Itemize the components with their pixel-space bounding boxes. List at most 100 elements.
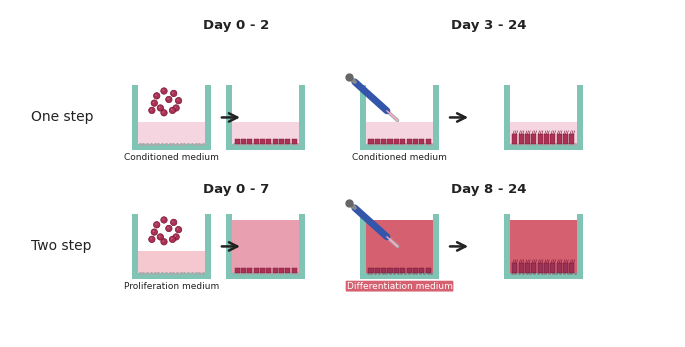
Bar <box>299 214 306 279</box>
Bar <box>381 139 386 144</box>
Bar <box>234 139 240 144</box>
Circle shape <box>175 107 176 108</box>
Circle shape <box>175 98 182 104</box>
Bar <box>425 139 431 144</box>
Circle shape <box>162 219 164 220</box>
Bar <box>375 139 380 144</box>
Circle shape <box>153 230 154 232</box>
Bar <box>266 268 271 273</box>
Circle shape <box>151 229 158 235</box>
Circle shape <box>177 99 179 101</box>
Bar <box>400 268 406 273</box>
Bar <box>232 220 299 273</box>
Bar <box>360 85 366 150</box>
Circle shape <box>157 234 164 240</box>
Circle shape <box>169 236 175 243</box>
Bar <box>132 85 211 150</box>
Bar <box>132 214 138 279</box>
Circle shape <box>172 92 174 93</box>
Circle shape <box>159 107 160 108</box>
Text: Proliferation medium: Proliferation medium <box>124 282 219 291</box>
Text: Day 8 - 24: Day 8 - 24 <box>451 183 527 196</box>
Circle shape <box>162 111 164 113</box>
Bar <box>138 251 205 273</box>
Circle shape <box>175 227 182 233</box>
Bar <box>519 263 524 273</box>
Text: Conditioned medium: Conditioned medium <box>124 153 219 162</box>
Bar <box>503 214 510 279</box>
Bar <box>532 134 536 144</box>
Circle shape <box>149 107 155 113</box>
Bar <box>285 139 290 144</box>
Bar <box>563 263 568 273</box>
Bar <box>241 139 246 144</box>
Bar <box>132 273 211 279</box>
Circle shape <box>175 235 176 237</box>
Bar <box>132 214 211 279</box>
Circle shape <box>161 239 167 245</box>
Bar <box>503 85 510 150</box>
Bar <box>205 85 211 150</box>
Circle shape <box>172 221 174 222</box>
Circle shape <box>157 105 164 111</box>
Bar <box>532 263 536 273</box>
Circle shape <box>171 219 177 226</box>
Bar <box>413 268 418 273</box>
Bar <box>366 220 434 273</box>
Bar <box>234 268 240 273</box>
Bar <box>205 214 211 279</box>
Circle shape <box>167 227 169 228</box>
Bar <box>434 214 439 279</box>
Bar <box>503 85 583 150</box>
Circle shape <box>171 90 177 96</box>
Bar <box>557 263 562 273</box>
Bar <box>510 122 577 144</box>
Bar <box>260 139 265 144</box>
Bar <box>400 139 406 144</box>
Circle shape <box>153 102 154 103</box>
Bar <box>419 268 424 273</box>
Circle shape <box>162 90 164 91</box>
Text: Differentiation medium: Differentiation medium <box>347 282 453 291</box>
Bar <box>279 268 284 273</box>
Bar <box>266 139 271 144</box>
Circle shape <box>173 105 179 111</box>
Circle shape <box>166 225 172 232</box>
Bar <box>375 268 380 273</box>
Bar <box>388 268 393 273</box>
Bar <box>132 85 138 150</box>
Circle shape <box>177 228 179 230</box>
Circle shape <box>151 100 158 106</box>
Bar <box>512 134 517 144</box>
Circle shape <box>155 223 157 225</box>
Bar <box>569 134 575 144</box>
Bar <box>510 220 577 273</box>
Circle shape <box>161 88 167 94</box>
Text: Day 3 - 24: Day 3 - 24 <box>451 19 527 32</box>
Bar <box>226 214 306 279</box>
Text: Two step: Two step <box>31 239 91 253</box>
Circle shape <box>173 234 179 240</box>
Bar <box>226 144 306 150</box>
Bar <box>260 268 265 273</box>
Circle shape <box>153 222 160 228</box>
Bar <box>538 263 543 273</box>
Bar <box>232 122 299 144</box>
Bar <box>138 122 205 144</box>
Bar <box>292 268 297 273</box>
Bar <box>413 139 418 144</box>
Bar <box>525 134 530 144</box>
Bar <box>369 139 373 144</box>
Bar <box>226 85 306 150</box>
Bar <box>360 144 439 150</box>
Circle shape <box>161 217 167 223</box>
Circle shape <box>151 109 152 110</box>
Bar <box>544 134 549 144</box>
Bar <box>525 263 530 273</box>
Bar <box>226 214 232 279</box>
Bar <box>503 144 583 150</box>
Bar <box>360 214 366 279</box>
Circle shape <box>149 236 155 243</box>
Bar <box>569 263 575 273</box>
Bar <box>512 263 517 273</box>
